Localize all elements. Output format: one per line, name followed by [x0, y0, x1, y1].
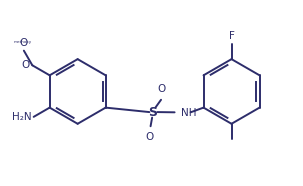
Text: S: S — [148, 106, 158, 119]
Text: O: O — [146, 132, 154, 142]
Text: H₂N: H₂N — [12, 112, 31, 122]
Text: F: F — [228, 31, 235, 41]
Text: NH: NH — [181, 108, 197, 118]
Text: methoxy: methoxy — [14, 40, 32, 44]
Text: O: O — [158, 84, 166, 94]
Text: O: O — [22, 60, 30, 70]
Text: O: O — [20, 38, 28, 48]
